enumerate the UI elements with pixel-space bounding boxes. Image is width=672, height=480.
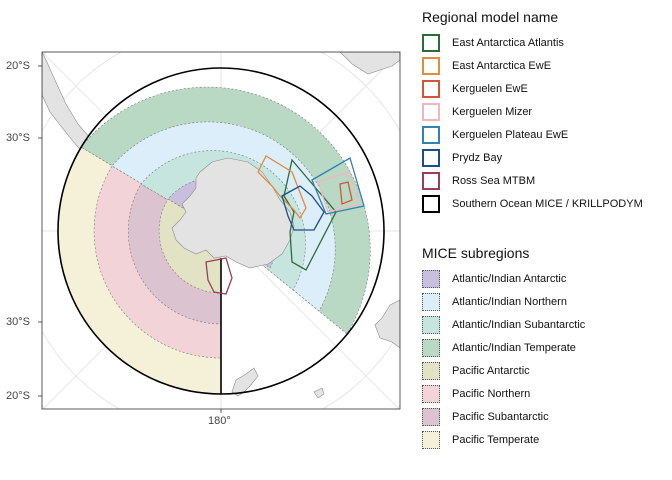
- outline-kerguelen-plateau-ewe: [311, 157, 365, 215]
- regional-legend-label: Ross Sea MTBM: [452, 174, 536, 187]
- mice-legend-item: Atlantic/Indian Antarctic: [422, 267, 585, 290]
- regional-legend-item: East Antarctica EwE: [422, 54, 643, 77]
- regional-legend-key: [422, 148, 440, 167]
- mice-legend-label: Pacific Antarctic: [452, 364, 530, 377]
- continents-outside: [42, 52, 400, 399]
- regional-legend-key: [422, 79, 440, 98]
- mice-legend-key: [422, 338, 440, 357]
- outline-prydz-bay: [281, 185, 325, 231]
- regional-legend-key: [422, 125, 440, 144]
- regional-legend-key: [422, 102, 440, 121]
- lat-label-20s-bottom: 20°S: [6, 390, 30, 402]
- lat-label-30s-top: 30°S: [6, 132, 30, 144]
- regional-legend-label: East Antarctica Atlantis: [452, 36, 564, 49]
- tasmania-land: [313, 387, 325, 399]
- regional-legend-label: East Antarctica EwE: [452, 59, 552, 72]
- regional-legend-label: Kerguelen Mizer: [452, 105, 533, 118]
- regional-legend-label: Kerguelen Plateau EwE: [452, 128, 569, 141]
- mice-legend-key: [422, 384, 440, 403]
- mice-subregions-legend: MICE subregions Atlantic/Indian Antarcti…: [422, 245, 585, 451]
- regional-legend-label: Southern Ocean MICE / KRILLPODYM: [452, 197, 643, 210]
- regional-legend-key: [422, 56, 440, 75]
- mice-legend-key: [422, 407, 440, 426]
- mice-legend-item: Pacific Antarctic: [422, 359, 585, 382]
- mice-legend-key: [422, 292, 440, 311]
- lat-label-30s-bottom: 30°S: [6, 316, 30, 328]
- mice-legend-label: Atlantic/Indian Northern: [452, 295, 567, 308]
- outline-east-antarctica-ewe: [257, 155, 307, 220]
- mice-boundary: [57, 67, 385, 395]
- mice-legend-title: MICE subregions: [422, 245, 530, 261]
- lon-label-180: 180°: [208, 415, 231, 427]
- regional-model-legend: Regional model name East Antarctica Atla…: [422, 9, 643, 215]
- regional-legend-item: Prydz Bay: [422, 146, 643, 169]
- regional-legend-item: Kerguelen EwE: [422, 77, 643, 100]
- mice-legend-key: [422, 269, 440, 288]
- lat-label-20s-top: 20°S: [6, 60, 30, 72]
- regional-model-outlines: [205, 155, 365, 295]
- outline-kerguelen-ewe: [339, 181, 353, 205]
- antarctica-land: [171, 157, 295, 269]
- regional-legend-item: Southern Ocean MICE / KRILLPODYM: [422, 192, 643, 215]
- mice-legend-item: Pacific Northern: [422, 382, 585, 405]
- mice-legend-label: Atlantic/Indian Subantarctic: [452, 318, 586, 331]
- map-panel: [38, 51, 401, 413]
- regional-legend-title: Regional model name: [422, 9, 559, 25]
- mice-legend-item: Pacific Subantarctic: [422, 405, 585, 428]
- regional-legend-item: Ross Sea MTBM: [422, 169, 643, 192]
- mice-legend-key: [422, 430, 440, 449]
- regional-legend-key: [422, 33, 440, 52]
- regional-legend-key: [422, 171, 440, 190]
- mice-legend-item: Atlantic/Indian Subantarctic: [422, 313, 585, 336]
- regional-legend-label: Kerguelen EwE: [452, 82, 528, 95]
- australia-land: [374, 299, 400, 349]
- outline-ross-sea-mtbm: [205, 257, 233, 295]
- regional-legend-label: Prydz Bay: [452, 151, 503, 164]
- outline-east-antarctica-atlantis: [283, 158, 337, 271]
- mice-legend-item: Pacific Temperate: [422, 428, 585, 451]
- axis-ticks: [38, 65, 222, 413]
- mice-legend-label: Pacific Temperate: [452, 433, 540, 446]
- mice-legend-item: Atlantic/Indian Temperate: [422, 336, 585, 359]
- mice-legend-item: Atlantic/Indian Northern: [422, 290, 585, 313]
- regional-legend-item: East Antarctica Atlantis: [422, 31, 643, 54]
- regional-legend-item: Kerguelen Mizer: [422, 100, 643, 123]
- mice-legend-label: Pacific Northern: [452, 387, 531, 400]
- mice-legend-label: Atlantic/Indian Temperate: [452, 341, 576, 354]
- mice-legend-label: Atlantic/Indian Antarctic: [452, 272, 567, 285]
- mice-legend-label: Pacific Subantarctic: [452, 410, 549, 423]
- africa-land: [270, 52, 400, 75]
- mice-legend-key: [422, 361, 440, 380]
- outline-kerguelen-mizer: [317, 171, 361, 213]
- regional-legend-key: [422, 194, 440, 213]
- regional-legend-item: Kerguelen Plateau EwE: [422, 123, 643, 146]
- mice-legend-key: [422, 315, 440, 334]
